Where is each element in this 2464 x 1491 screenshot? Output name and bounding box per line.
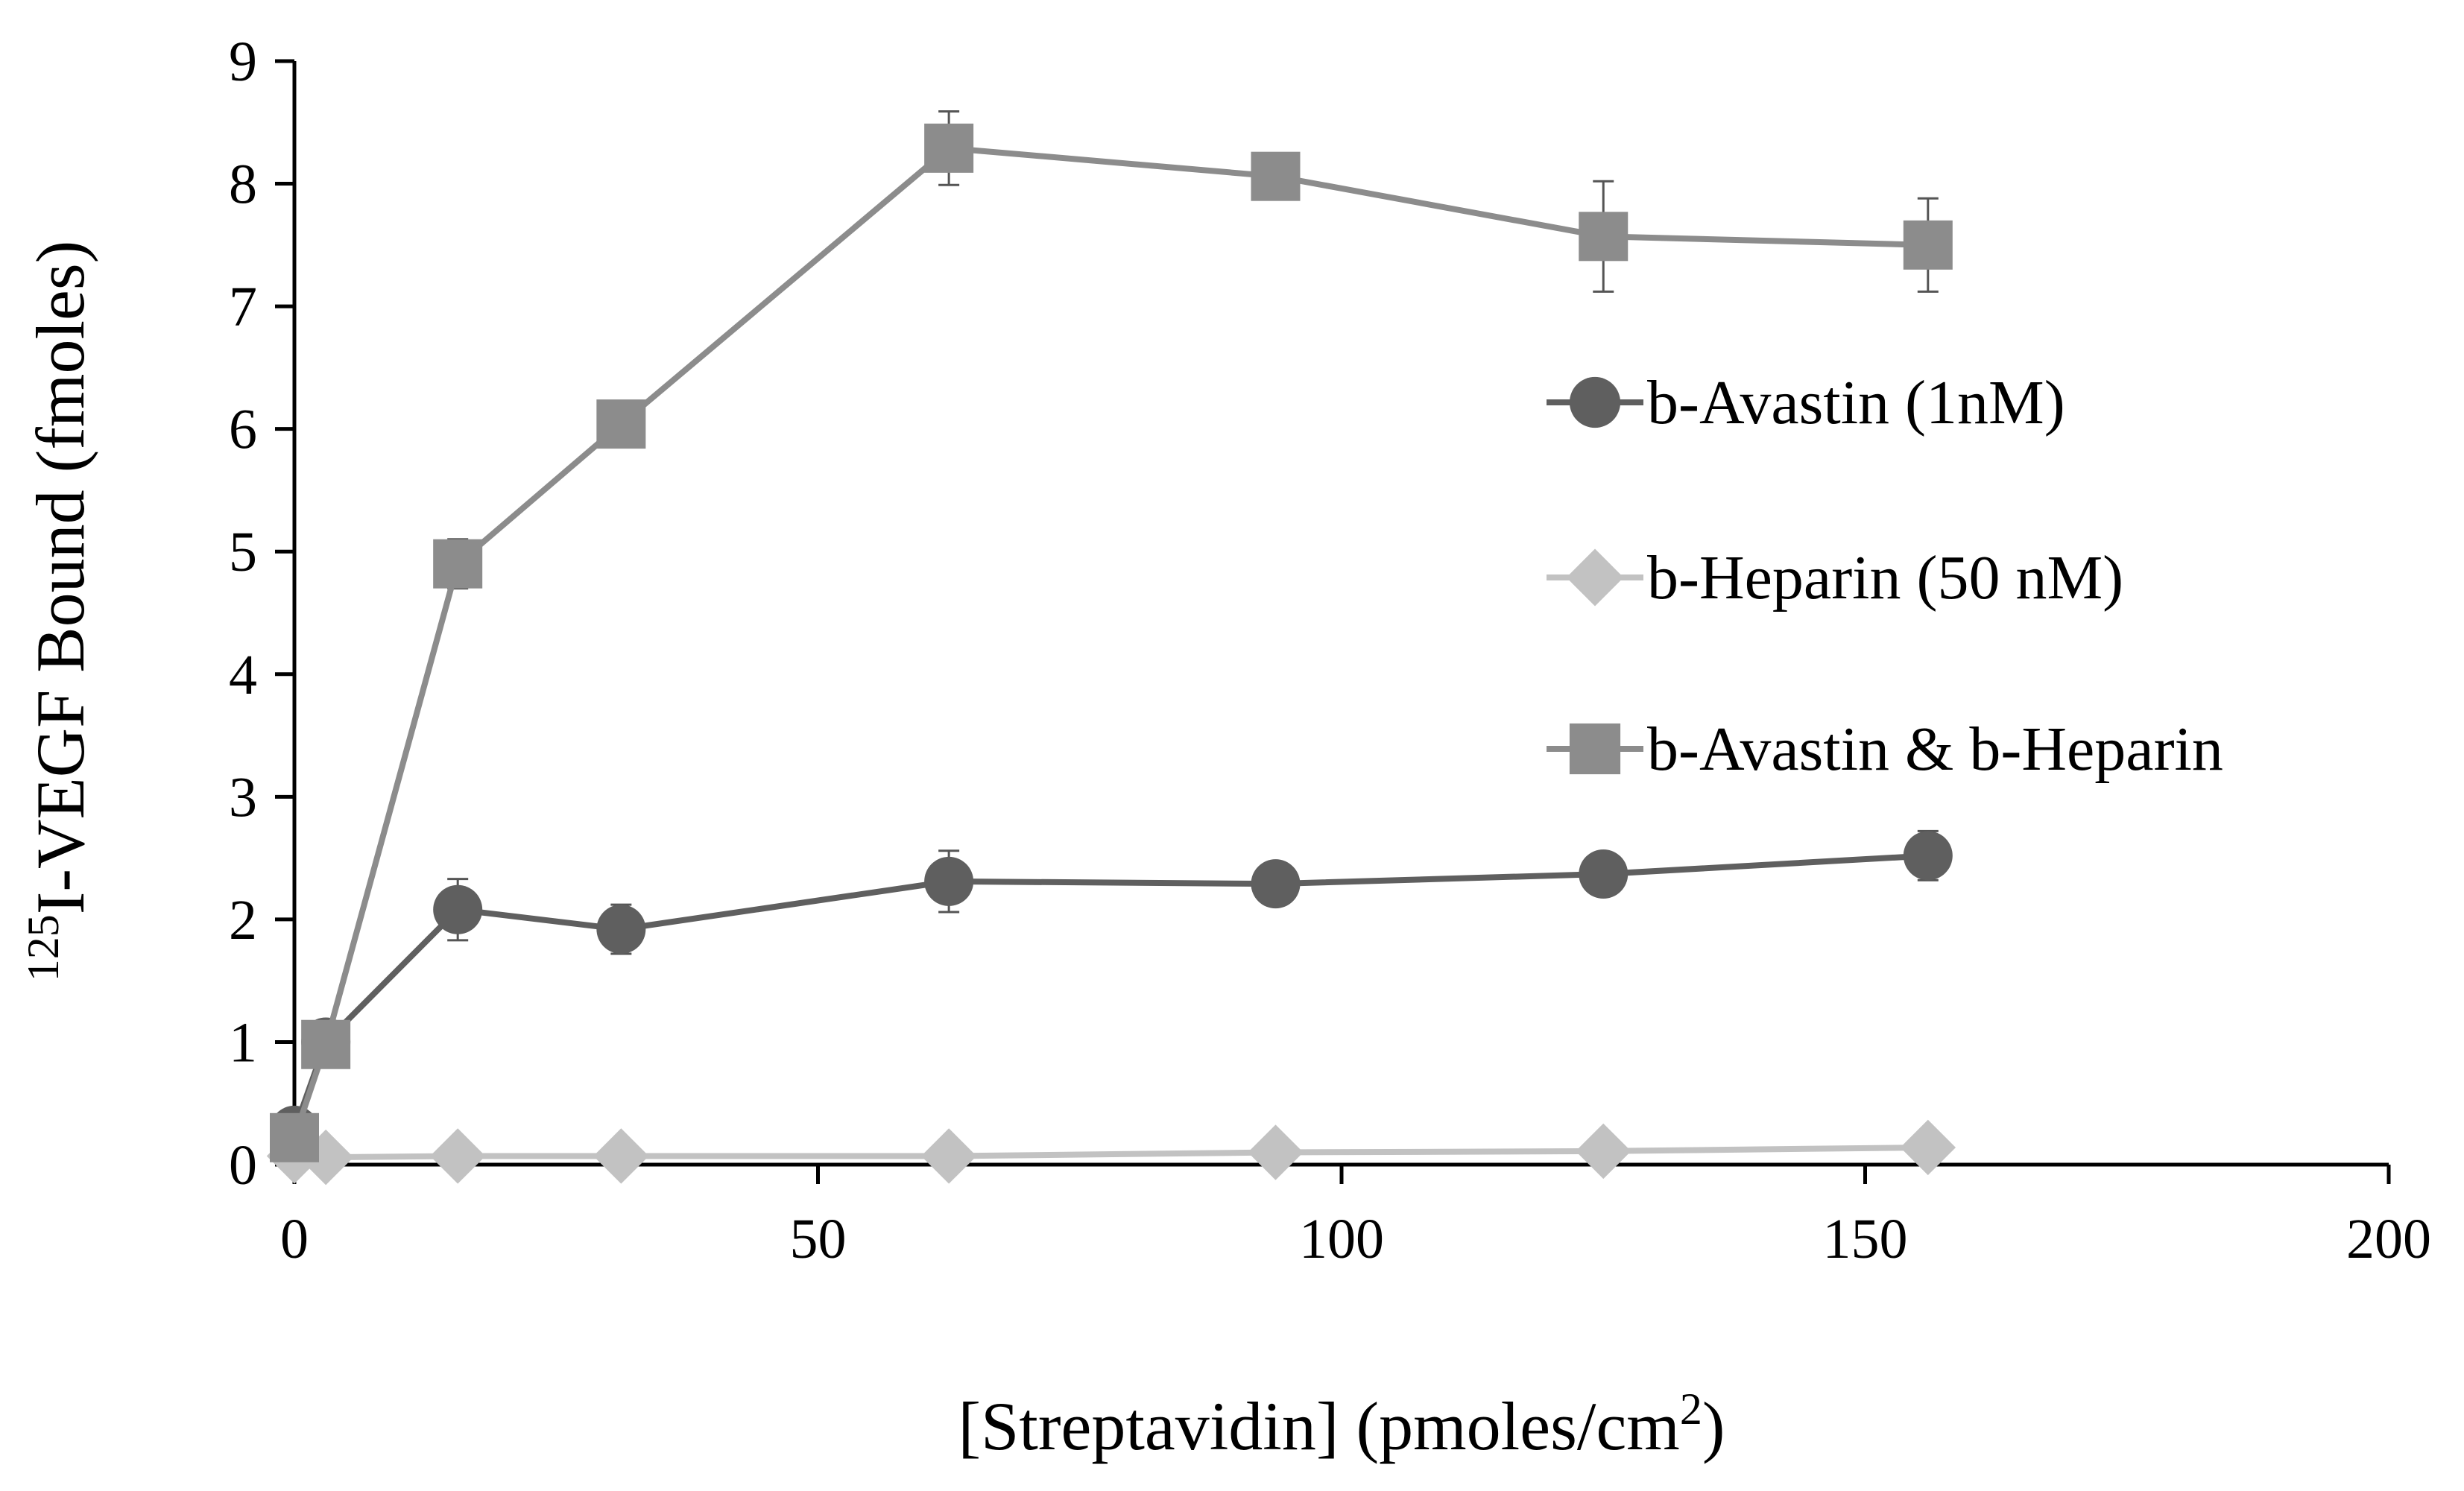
legend-label: b-Heparin (50 nM) xyxy=(1647,543,2123,612)
data-point xyxy=(1900,1119,1956,1176)
legend-label: b-Avastin & b-Heparin xyxy=(1647,715,2223,784)
y-tick-label: 9 xyxy=(229,31,257,93)
y-tick-label: 5 xyxy=(229,521,257,583)
series-2 xyxy=(270,110,1953,1162)
data-point xyxy=(297,1129,354,1185)
data-point xyxy=(920,1128,977,1184)
x-tick-label: 0 xyxy=(280,1208,309,1270)
x-tick-label: 150 xyxy=(1823,1208,1908,1270)
data-point xyxy=(1251,151,1301,201)
x-tick-label: 50 xyxy=(790,1208,847,1270)
data-point xyxy=(924,123,974,173)
y-tick-label: 6 xyxy=(229,399,257,461)
series-1 xyxy=(266,1119,1956,1185)
data-point xyxy=(596,905,646,955)
data-point xyxy=(593,1128,649,1184)
legend-marker xyxy=(1569,723,1621,775)
legend: b-Avastin (1nM) b-Heparin (50 nM) b-Avasti… xyxy=(1547,368,2223,784)
legend-label: b-Avastin (1nM) xyxy=(1647,368,2065,437)
data-point xyxy=(433,884,483,934)
axis-titles: [Streptavidin] (pmoles/cm2)125I-VEGF Bou… xyxy=(19,241,1725,1464)
y-tick-label: 1 xyxy=(229,1011,257,1074)
data-point xyxy=(301,1019,351,1069)
data-point xyxy=(1903,831,1953,881)
y-axis-title: 125I-VEGF Bound (fmoles) xyxy=(19,241,98,982)
series-line xyxy=(291,145,1928,1139)
y-tick-label: 2 xyxy=(229,889,257,952)
x-axis-title-main: [Streptavidin] (pmoles/cm xyxy=(958,1388,1680,1464)
x-axis-title: [Streptavidin] (pmoles/cm2) xyxy=(958,1384,1725,1464)
y-axis-title-main: I-VEGF Bound (fmoles) xyxy=(22,241,98,915)
x-axis-title-tail: ) xyxy=(1702,1388,1725,1464)
data-point xyxy=(924,856,974,906)
series-layer xyxy=(266,110,1956,1185)
x-tick-label: 200 xyxy=(2346,1208,2431,1270)
y-tick-label: 0 xyxy=(229,1134,257,1197)
data-point xyxy=(433,539,483,589)
legend-marker xyxy=(1569,376,1621,428)
series-line xyxy=(291,852,1929,1132)
series-0 xyxy=(270,829,1953,1155)
legend-marker xyxy=(1566,548,1624,607)
data-point xyxy=(1903,220,1953,270)
axes: 0 1 2 3 4 5 6 7 8 9 0 50 100 150 200 xyxy=(229,31,2431,1270)
data-point xyxy=(1579,212,1629,262)
y-tick-label: 8 xyxy=(229,153,257,216)
series-line xyxy=(294,1144,1928,1161)
data-point xyxy=(1579,849,1629,899)
data-point xyxy=(270,1112,319,1162)
x-tick-label: 100 xyxy=(1299,1208,1384,1270)
data-point xyxy=(1248,1124,1304,1180)
legend-entry-0: b-Avastin (1nM) xyxy=(1547,368,2065,437)
data-point xyxy=(1576,1123,1631,1180)
y-tick-label: 4 xyxy=(229,644,257,706)
x-axis-title-superscript: 2 xyxy=(1680,1384,1702,1434)
y-axis-title-superscript: 125 xyxy=(19,914,68,981)
y-tick-label: 3 xyxy=(229,766,257,829)
legend-entry-2: b-Avastin & b-Heparin xyxy=(1547,715,2223,784)
legend-entry-1: b-Heparin (50 nM) xyxy=(1547,543,2123,612)
data-point xyxy=(1251,859,1301,909)
data-point xyxy=(596,399,646,449)
data-point xyxy=(429,1128,486,1184)
y-tick-label: 7 xyxy=(229,276,257,338)
